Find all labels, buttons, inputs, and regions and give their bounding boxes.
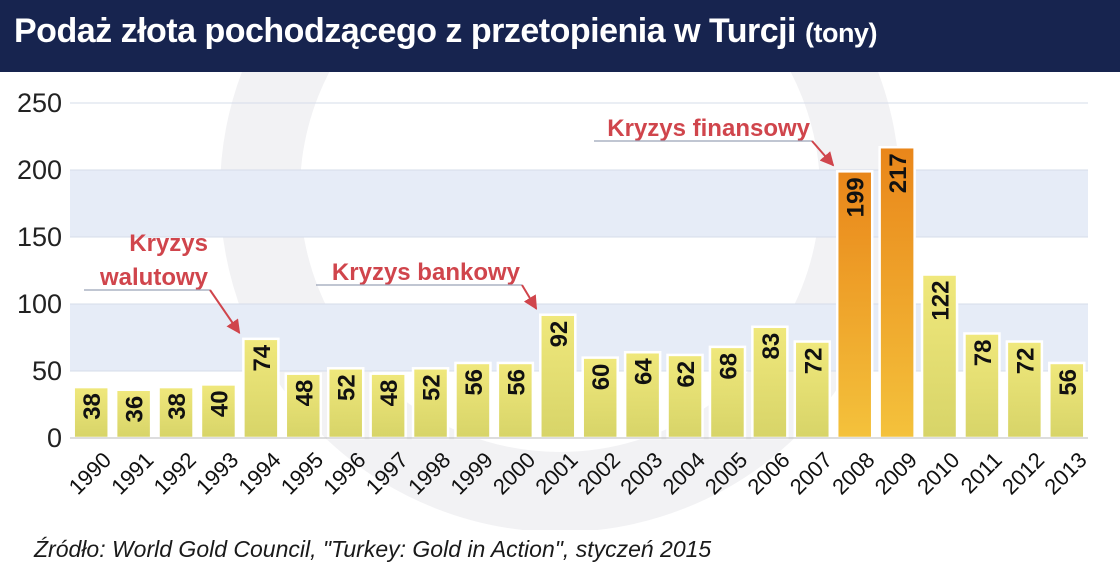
x-tick-label: 2008 [827, 447, 879, 499]
x-tick-label: 2011 [956, 447, 1007, 498]
bar-chart: 0 50 100 150 200 250 38 36 38 40 74 48 52 48 52 56 56 92… [17, 72, 1092, 530]
annotation-label: Kryzys bankowy [332, 259, 521, 286]
bar-value-label: 60 [588, 364, 615, 391]
bar-value-label: 64 [631, 358, 658, 385]
y-tick-label: 100 [17, 289, 62, 319]
bar-value-label: 122 [928, 281, 955, 321]
y-tick-label: 250 [17, 88, 62, 118]
x-tick-label: 1994 [233, 447, 285, 499]
bar-value-label: 56 [461, 369, 488, 396]
annotation-label: walutowy [99, 264, 209, 291]
bar-value-label: 48 [376, 380, 403, 407]
bar-value-label: 78 [970, 339, 997, 366]
bar [963, 332, 1001, 440]
bar-value-label: 56 [1055, 369, 1082, 396]
bar [751, 325, 789, 440]
bar-value-label: 62 [673, 361, 700, 388]
bar-value-label: 36 [122, 396, 149, 423]
bar-value-label: 217 [885, 153, 912, 193]
bar-value-label: 52 [419, 374, 446, 401]
y-tick-label: 200 [17, 155, 62, 185]
grid-band [70, 304, 1088, 371]
annotations: Kryzys walutowy Kryzys bankowy Kryzys finan… [84, 115, 835, 334]
bar-value-label: 199 [843, 177, 870, 217]
bar-value-label: 72 [800, 348, 827, 375]
annotation-label: Kryzys [129, 230, 208, 257]
bar-value-label: 83 [758, 333, 785, 360]
bar [72, 385, 110, 440]
annotation-label: Kryzys finansowy [607, 115, 810, 142]
y-axis: 0 50 100 150 200 250 [17, 88, 62, 453]
bar [1005, 340, 1044, 440]
x-tick-label: 2012 [997, 447, 1049, 499]
annotation-arrow [521, 284, 538, 310]
y-tick-label: 50 [32, 356, 62, 386]
source-note: Źródło: World Gold Council, "Turkey: Gol… [34, 536, 712, 562]
x-tick-label: 1990 [64, 447, 116, 499]
annotation-arrow [209, 289, 241, 334]
bar-value-label: 56 [503, 369, 530, 396]
bar-value-label: 72 [1012, 348, 1039, 375]
chart-title: Podaż złota pochodzącego z przetopienia … [14, 12, 877, 51]
bar [157, 385, 195, 440]
bar-value-label: 38 [164, 393, 191, 420]
x-tick-label: 1992 [149, 447, 201, 499]
grid-bands [70, 102, 1088, 439]
bar-value-label: 40 [206, 390, 233, 417]
annotation-arrow [811, 140, 835, 167]
bar [581, 356, 619, 440]
x-tick-label: 2009 [870, 447, 922, 499]
bar [920, 273, 959, 440]
chart-title-unit: (tony) [804, 18, 877, 48]
bar [708, 345, 747, 440]
bars: 38 36 38 40 74 48 52 48 52 56 56 92 60 64 62 68 83 72 199 2… [72, 145, 1086, 440]
chart-title-main: Podaż złota pochodzącego z przetopienia … [14, 12, 797, 50]
y-tick-label: 150 [17, 222, 62, 252]
title-bar: Podaż złota pochodzącego z przetopienia … [0, 0, 1120, 72]
x-tick-label: 1995 [276, 447, 328, 499]
x-tick-label: 1993 [191, 447, 243, 499]
bar [369, 372, 407, 440]
bar-value-label: 52 [334, 374, 361, 401]
bar-value-label: 38 [79, 393, 106, 420]
x-tick-label: 2007 [785, 447, 837, 499]
bar-value-label: 74 [249, 344, 276, 371]
bar [411, 367, 450, 440]
bar [666, 353, 704, 440]
bar [835, 170, 874, 440]
x-tick-label: 2013 [1039, 447, 1091, 499]
x-tick-label: 2010 [912, 447, 964, 499]
x-tick-label: 1991 [106, 447, 158, 499]
bar-value-label: 92 [546, 321, 573, 348]
bar-value-label: 48 [291, 380, 318, 407]
y-tick-label: 0 [47, 423, 62, 453]
grid-band [70, 170, 1088, 237]
bar-value-label: 68 [715, 353, 742, 380]
